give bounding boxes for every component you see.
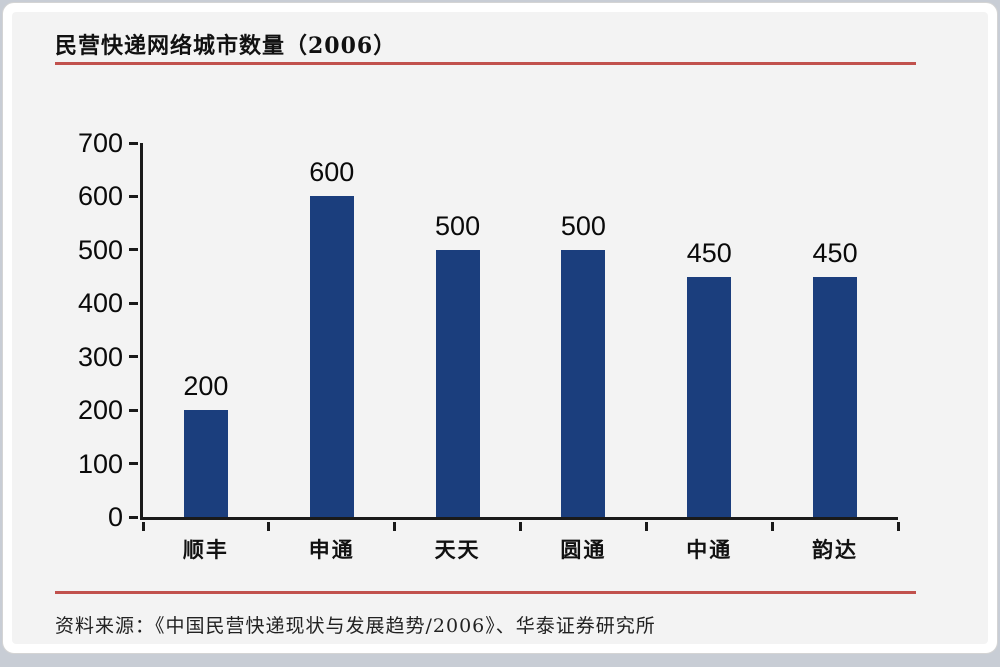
y-axis-tick <box>129 301 138 305</box>
x-axis-tick <box>770 522 774 531</box>
y-axis-label: 300 <box>77 341 123 372</box>
bar-value-label: 450 <box>686 237 732 268</box>
bar-value-label: 500 <box>560 210 606 241</box>
bar-韵达 <box>813 276 858 517</box>
x-category-label: 顺丰 <box>182 537 229 562</box>
y-axis-tick <box>129 408 138 412</box>
plot-area: 0 100 200 300 400 500 600 700 200 顺丰 600 申通 500 天天 500… <box>78 128 900 562</box>
bar-圆通 <box>561 249 606 517</box>
bar-中通 <box>687 276 732 517</box>
x-category-label: 圆通 <box>560 537 607 562</box>
report-card: 民营快递网络城市数量（2006） 0 100 200 300 400 500 600 700 2… <box>2 2 998 654</box>
bar-value-label: 450 <box>812 237 858 268</box>
y-axis-label: 200 <box>77 395 123 426</box>
y-axis-label: 400 <box>77 288 123 319</box>
chart-panel: 民营快递网络城市数量（2006） 0 100 200 300 400 500 600 700 2… <box>12 12 988 644</box>
x-category-label: 申通 <box>308 537 355 562</box>
y-axis-tick <box>129 194 138 198</box>
y-axis-tick <box>129 248 138 252</box>
y-axis-tick <box>129 515 138 519</box>
y-axis-label: 100 <box>77 448 123 479</box>
footer-accent-rule <box>55 591 916 594</box>
x-axis-tick <box>267 522 271 531</box>
x-category-label: 中通 <box>686 537 733 562</box>
x-axis-tick <box>141 522 145 531</box>
y-axis-tick <box>129 462 138 466</box>
y-axis-label: 700 <box>77 128 123 158</box>
x-axis-tick <box>644 522 648 531</box>
x-axis-tick <box>393 522 397 531</box>
bar-value-label: 500 <box>435 210 481 241</box>
x-axis-tick <box>896 522 900 531</box>
bar-value-label: 200 <box>183 371 229 402</box>
bar-顺丰 <box>183 410 228 517</box>
y-axis-tick <box>129 141 138 145</box>
bar-天天 <box>435 249 480 517</box>
x-axis-tick <box>519 522 522 531</box>
bar-value-label: 600 <box>309 157 355 188</box>
y-axis-tick <box>129 355 138 359</box>
y-axis-label: 0 <box>107 502 123 532</box>
title-accent-rule <box>55 62 916 65</box>
bar-申通 <box>309 196 354 517</box>
x-category-label: 天天 <box>434 537 481 562</box>
source-note: 资料来源：《中国民营快递现状与发展趋势/2006》、华泰证券研究所 <box>55 615 656 637</box>
x-category-label: 韵达 <box>812 537 859 562</box>
y-axis-label: 500 <box>77 234 123 265</box>
y-axis-label: 600 <box>77 181 123 212</box>
chart-title: 民营快递网络城市数量（2006） <box>55 33 397 59</box>
